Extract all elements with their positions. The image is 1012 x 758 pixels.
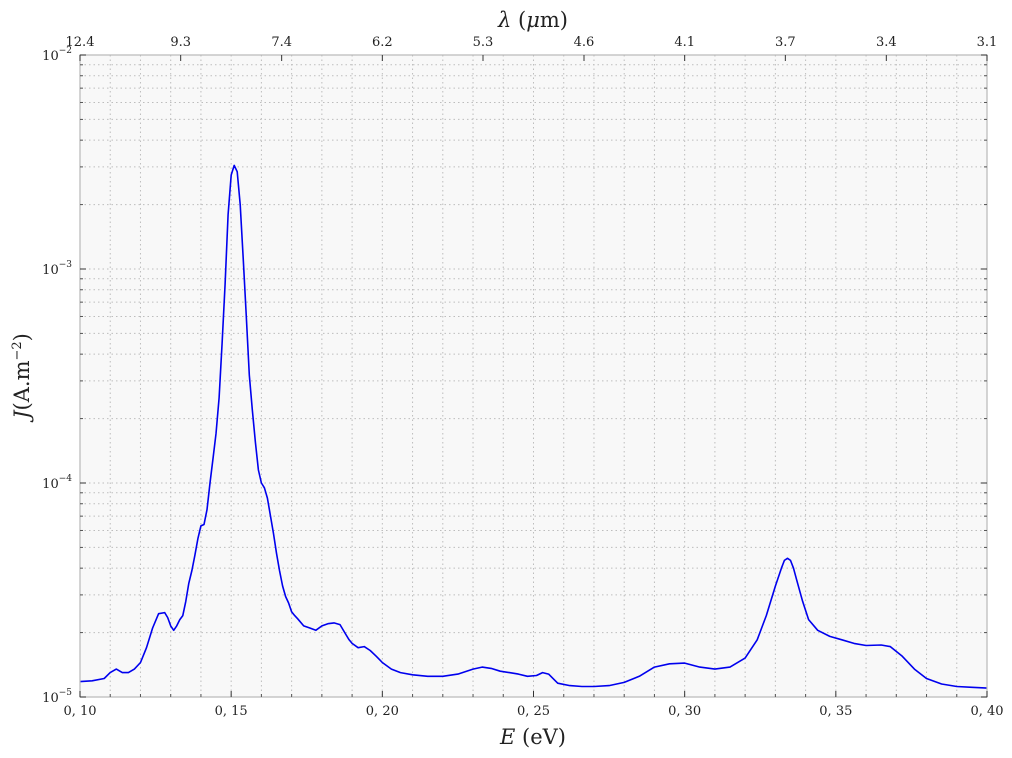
y-tick-label: 10−3 bbox=[42, 260, 72, 278]
x-tick-label: 0, 15 bbox=[215, 704, 248, 719]
y-tick-label: 10−4 bbox=[42, 474, 72, 492]
x-tick-label: 0, 40 bbox=[970, 704, 1003, 719]
y-tick-label: 10−2 bbox=[42, 46, 72, 64]
top-tick-label: 12.4 bbox=[66, 35, 95, 50]
x-tick-label: 0, 35 bbox=[819, 704, 852, 719]
ticks-layer: 0, 10 0, 15 0, 20 0, 25 0, 30 0, 35 0, 40 12.4 9… bbox=[42, 35, 1003, 719]
x-axis-title: E (eV) bbox=[499, 725, 566, 749]
top-tick-label: 4.6 bbox=[574, 35, 595, 50]
y-axis-title: J(A.m−2) bbox=[10, 333, 34, 423]
top-tick-label: 6.2 bbox=[372, 35, 393, 50]
plot-area bbox=[80, 55, 987, 697]
top-tick-label: 3.1 bbox=[977, 35, 998, 50]
top-axis-title: λ (μm) bbox=[497, 8, 568, 32]
top-tick-label: 3.7 bbox=[775, 35, 796, 50]
top-tick-label: 4.1 bbox=[674, 35, 695, 50]
top-tick-label: 3.4 bbox=[876, 35, 897, 50]
x-tick-label: 0, 30 bbox=[668, 704, 701, 719]
x-tick-label: 0, 10 bbox=[63, 704, 96, 719]
top-tick-label: 7.4 bbox=[271, 35, 292, 50]
x-tick-label: 0, 25 bbox=[517, 704, 550, 719]
series-line bbox=[79, 164, 988, 689]
series-layer bbox=[79, 164, 988, 689]
top-tick-label: 9.3 bbox=[170, 35, 191, 50]
x-tick-label: 0, 20 bbox=[366, 704, 399, 719]
y-tick-label: 10−5 bbox=[42, 688, 72, 706]
top-tick-label: 5.3 bbox=[473, 35, 494, 50]
